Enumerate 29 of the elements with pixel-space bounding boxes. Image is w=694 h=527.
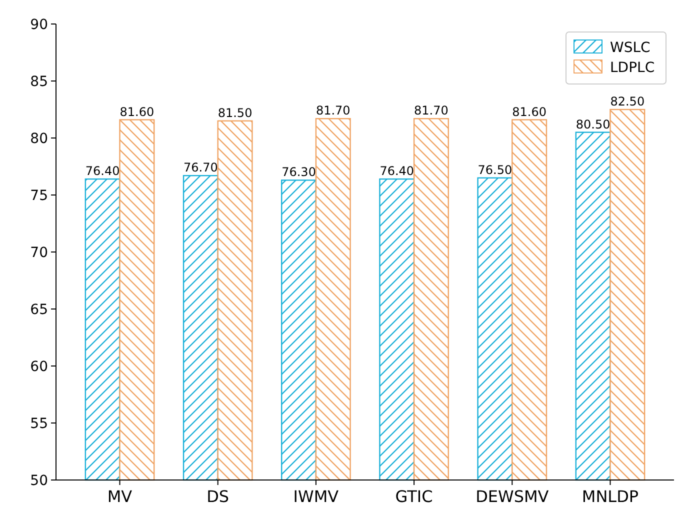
data-label: 80.50: [576, 117, 610, 132]
data-label: 81.70: [414, 104, 448, 118]
legend-label: WSLC: [610, 40, 651, 56]
data-label: 81.60: [120, 104, 154, 119]
legend-label: LDPLC: [610, 60, 655, 76]
data-label: 76.70: [184, 160, 218, 175]
y-tick-label: 65: [30, 302, 48, 318]
y-tick-label: 85: [30, 74, 48, 90]
data-label: 82.50: [610, 94, 645, 108]
x-tick-label: DEWSMV: [476, 487, 549, 506]
y-tick-label: 55: [30, 416, 48, 432]
data-label: 76.40: [380, 164, 414, 178]
data-label: 81.50: [218, 106, 252, 120]
x-tick-label: GTIC: [395, 487, 433, 506]
y-tick-label: 60: [30, 358, 48, 375]
y-tick-label: 75: [30, 188, 48, 204]
y-tick-label: 50: [30, 472, 48, 489]
data-label: 76.40: [85, 164, 120, 178]
data-label: 81.70: [316, 104, 350, 118]
data-label: 76.30: [282, 165, 316, 180]
x-tick-label: MNLDP: [582, 487, 639, 506]
data-label: 76.50: [478, 162, 512, 177]
y-tick-label: 70: [30, 244, 48, 261]
x-tick-label: DS: [206, 487, 230, 506]
data-label: 81.60: [512, 104, 546, 119]
y-tick-label: 80: [30, 130, 48, 147]
y-tick-label: 90: [30, 16, 48, 33]
x-tick-label: IWMV: [293, 487, 339, 506]
x-tick-label: MV: [107, 487, 132, 506]
